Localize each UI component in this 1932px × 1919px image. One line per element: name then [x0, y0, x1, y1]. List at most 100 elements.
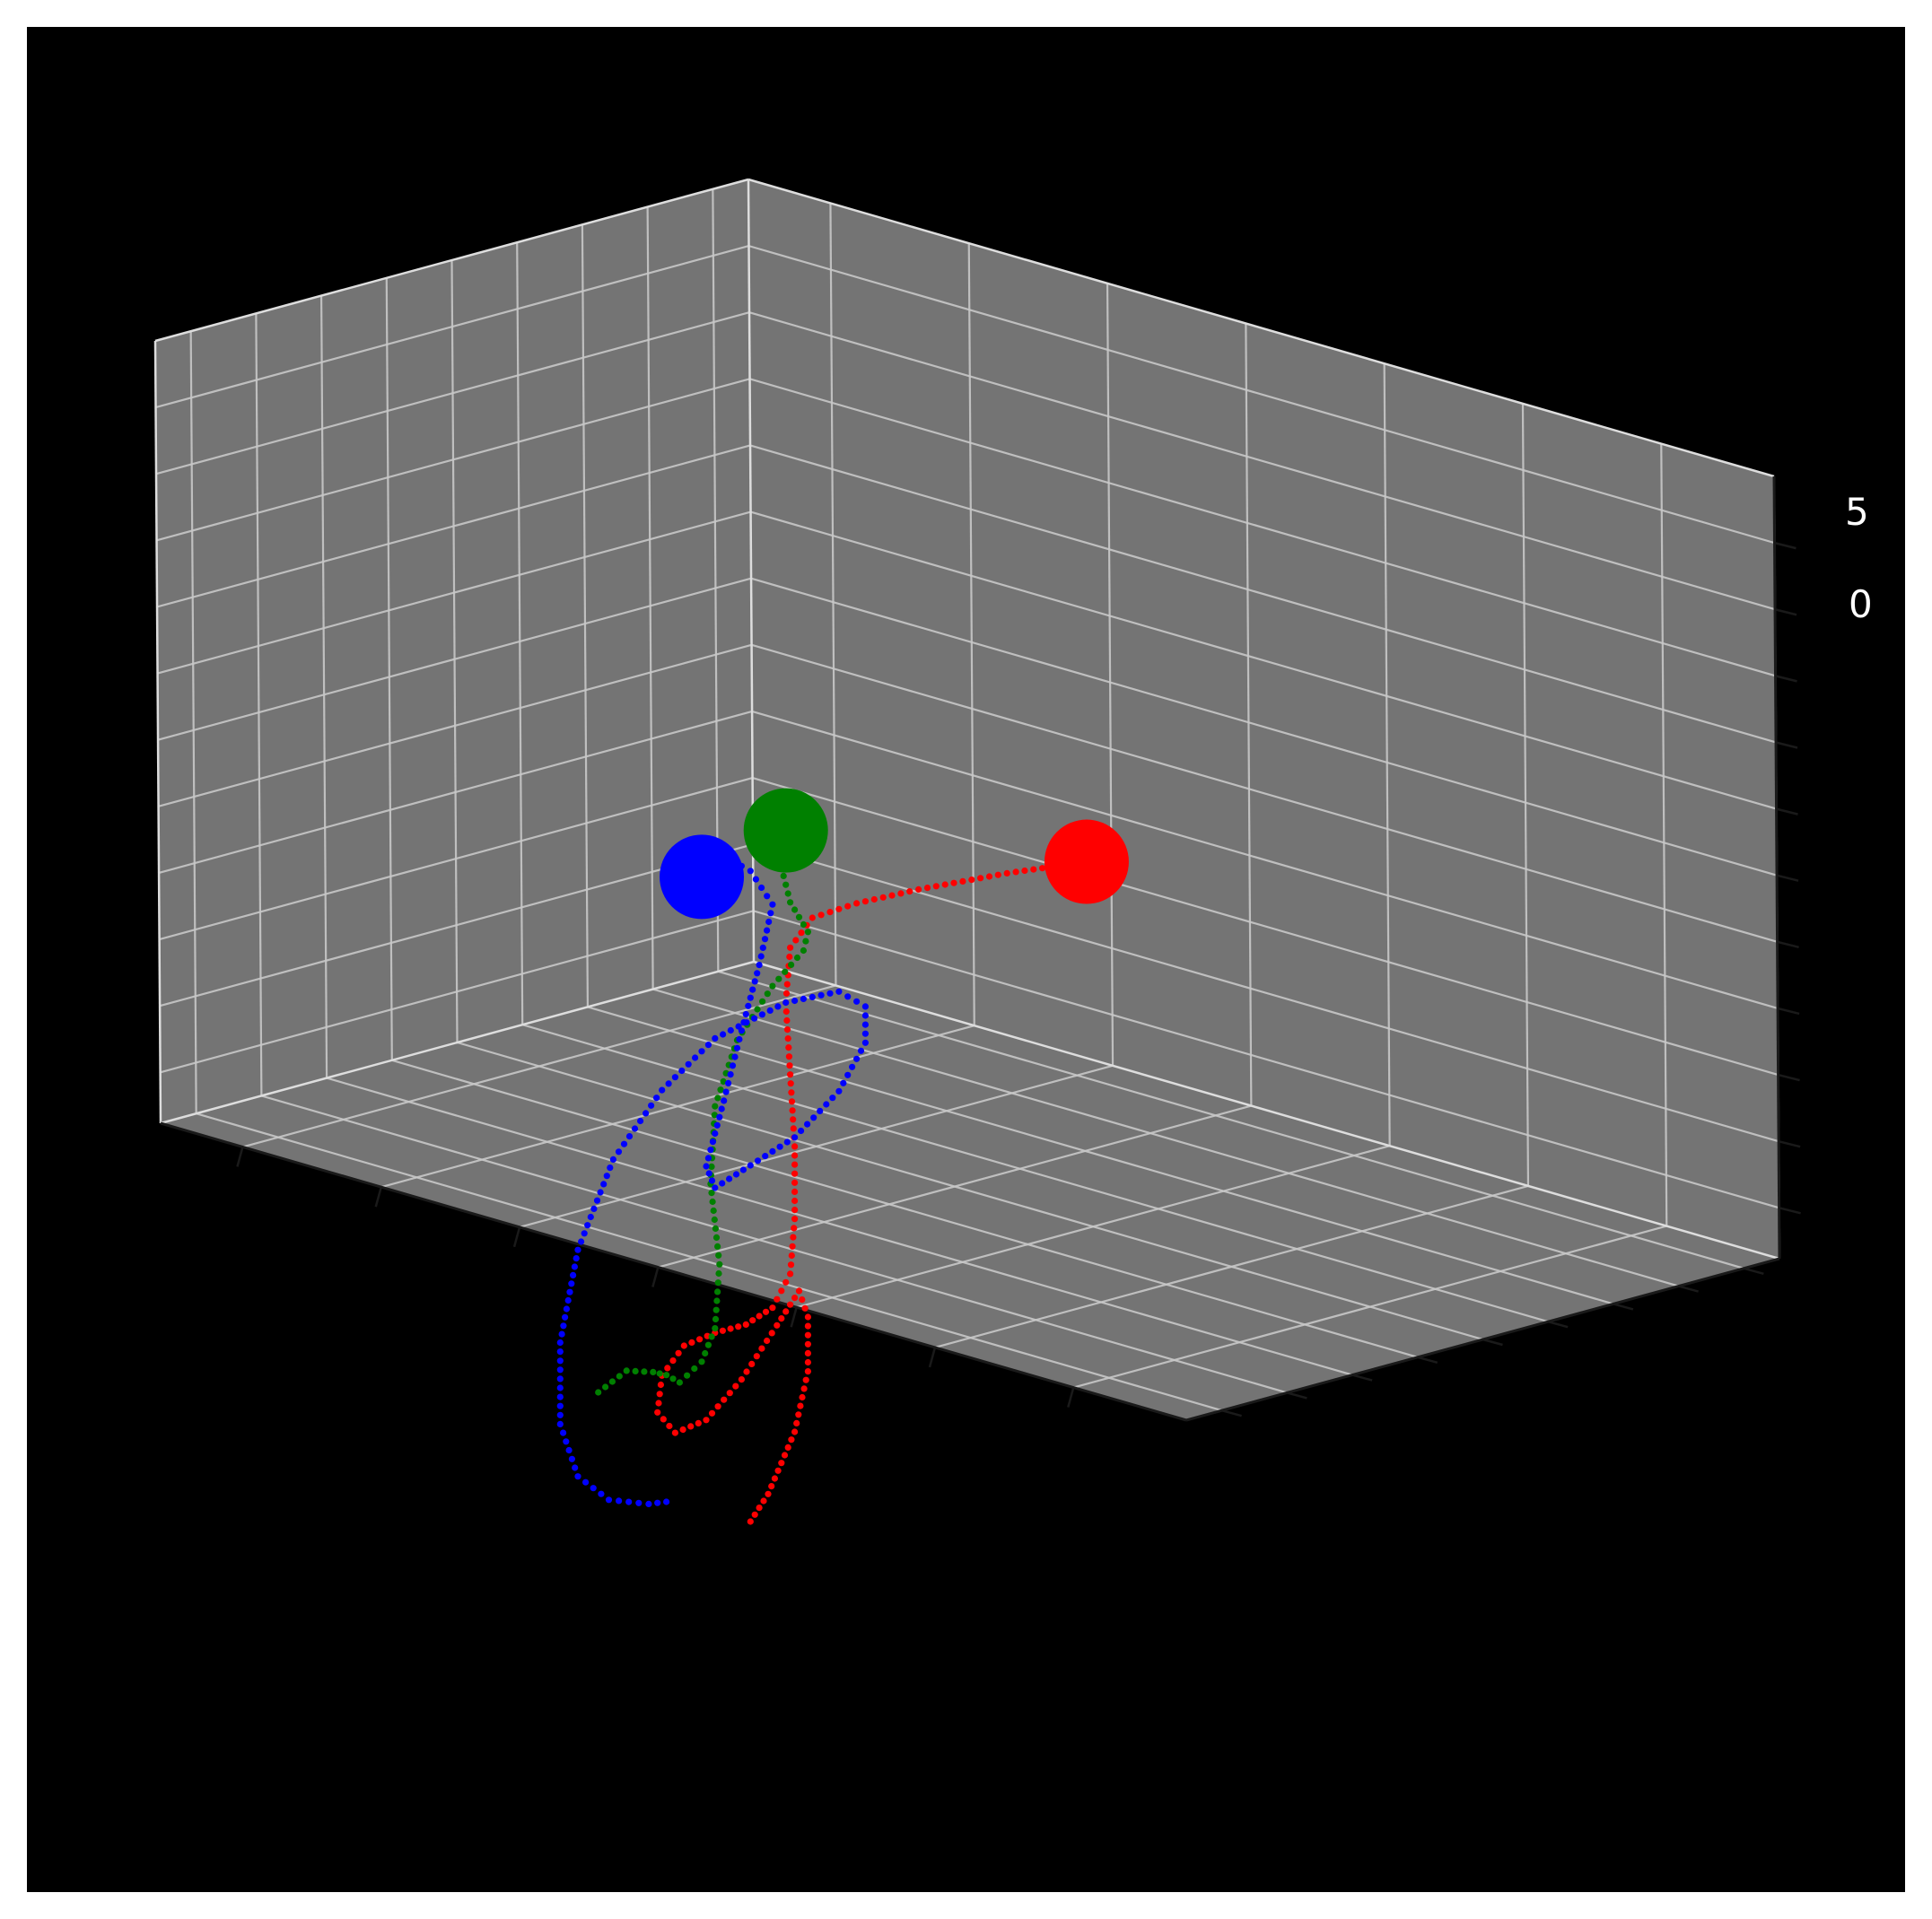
z-tick-4	[1777, 940, 1799, 949]
trail-point-2-27	[733, 1044, 741, 1051]
trail-point-1-20	[764, 990, 771, 998]
trail-point-1-48	[712, 1225, 720, 1232]
trail-point-0-52	[788, 1098, 796, 1105]
trail-point-1-71	[641, 1368, 648, 1375]
grid-line-w-left-0	[160, 910, 754, 1074]
trail-point-2-99	[653, 1095, 660, 1102]
trail-point-0-112	[758, 1345, 765, 1352]
trail-point-0-99	[679, 1426, 686, 1434]
trail-point-0-77	[756, 1313, 763, 1320]
trail-point-1-8	[787, 899, 794, 906]
trail-point-2-21	[747, 994, 754, 1001]
trail-point-2-147	[598, 1490, 605, 1497]
grid-line-v-floor-1	[380, 1025, 975, 1189]
trail-point-0-62	[791, 1188, 799, 1195]
trail-point-0-40	[782, 990, 791, 997]
pane-edge-floor-right	[753, 960, 1780, 1260]
trail-point-2-149	[616, 1497, 623, 1505]
trail-point-2-96	[671, 1074, 679, 1081]
trail-point-2-126	[562, 1313, 569, 1321]
trail-point-2-47	[732, 1171, 740, 1178]
trail-point-0-5	[1039, 865, 1046, 872]
trail-point-2-125	[563, 1305, 571, 1313]
trail-point-0-31	[809, 914, 816, 921]
z-tick-6	[1776, 807, 1798, 816]
trail-point-0-100	[687, 1423, 695, 1430]
trail-point-0-72	[782, 1278, 790, 1286]
trail-point-2-63	[840, 1079, 847, 1086]
trail-point-0-10	[994, 871, 1001, 878]
trail-point-2-39	[707, 1147, 714, 1154]
trail-point-2-74	[844, 993, 852, 1000]
axis-panes	[155, 179, 1779, 1420]
x-tick-2	[512, 1226, 521, 1248]
trail-point-0-78	[749, 1317, 756, 1324]
trail-point-0-92	[657, 1381, 665, 1389]
trail-point-2-102	[637, 1117, 644, 1125]
trail-point-0-39	[783, 981, 791, 988]
trail-point-0-50	[787, 1080, 794, 1087]
trail-point-0-130	[802, 1376, 809, 1383]
trail-point-0-53	[789, 1107, 796, 1114]
trail-point-2-128	[558, 1330, 565, 1338]
trail-point-1-34	[712, 1103, 719, 1110]
trail-point-2-82	[774, 1003, 782, 1010]
z-tick-5	[1776, 874, 1799, 882]
y-tick-3	[1547, 1320, 1569, 1329]
trail-point-2-103	[631, 1125, 639, 1132]
trail-point-2-107	[609, 1156, 617, 1163]
trail-point-2-19	[751, 978, 758, 985]
trail-point-1-74	[616, 1373, 623, 1380]
trail-point-2-154	[663, 1498, 670, 1505]
grid-line-w-back-8	[749, 378, 1776, 677]
trail-point-0-14	[959, 877, 966, 885]
grid-line-v-floor-0	[242, 984, 836, 1148]
trail-point-0-19	[915, 885, 922, 894]
trail-point-0-60	[791, 1170, 799, 1177]
trail-point-2-144	[574, 1473, 581, 1480]
trail-point-2-92	[698, 1048, 705, 1055]
trail-point-0-73	[778, 1287, 785, 1295]
trail-point-1-31	[720, 1077, 727, 1086]
trail-point-1-67	[669, 1375, 677, 1383]
trail-point-1-75	[608, 1378, 616, 1385]
trail-point-0-116	[778, 1315, 785, 1322]
trail-point-2-56	[798, 1127, 805, 1135]
trail-point-0-140	[778, 1460, 785, 1467]
trail-point-2-37	[712, 1130, 719, 1138]
trail-point-0-28	[835, 905, 843, 912]
trail-point-0-51	[788, 1089, 795, 1096]
grid-line-w-left-8	[156, 378, 750, 542]
trail-point-2-41	[703, 1163, 710, 1170]
trail-point-1-69	[656, 1370, 663, 1377]
trail-point-2-65	[849, 1063, 856, 1070]
trail-point-2-31	[725, 1079, 732, 1086]
trail-point-1-22	[754, 1006, 761, 1013]
grid-line-w-back-4	[751, 643, 1778, 943]
trail-point-1-15	[793, 954, 801, 962]
trail-point-0-66	[791, 1225, 798, 1232]
grid-line-w-back-1	[752, 843, 1779, 1143]
trail-point-2-43	[708, 1177, 716, 1184]
trail-point-2-49	[747, 1162, 754, 1169]
trail-point-0-46	[785, 1044, 792, 1051]
trail-point-1-62	[702, 1349, 709, 1357]
trail-point-1-49	[712, 1234, 721, 1241]
y-tick-1	[1678, 1285, 1699, 1293]
y-tick-6	[1351, 1374, 1373, 1382]
trail-point-2-18	[754, 970, 761, 977]
trail-point-0-7	[1021, 867, 1028, 875]
z-tick-10	[1774, 541, 1796, 550]
y-tick-2	[1613, 1303, 1634, 1311]
trail-point-0-79	[742, 1321, 749, 1328]
trail-point-0-18	[923, 885, 931, 892]
trail-point-2-110	[600, 1181, 608, 1188]
trail-point-2-10	[769, 901, 776, 908]
trail-point-0-80	[735, 1323, 742, 1330]
trail-point-0-148	[747, 1518, 754, 1525]
trail-point-0-69	[788, 1252, 795, 1260]
grid-line-v-wall-6	[1660, 443, 1668, 1226]
trail-point-0-59	[791, 1161, 799, 1168]
trail-point-1-72	[632, 1367, 639, 1374]
trail-point-1-17	[782, 968, 789, 975]
